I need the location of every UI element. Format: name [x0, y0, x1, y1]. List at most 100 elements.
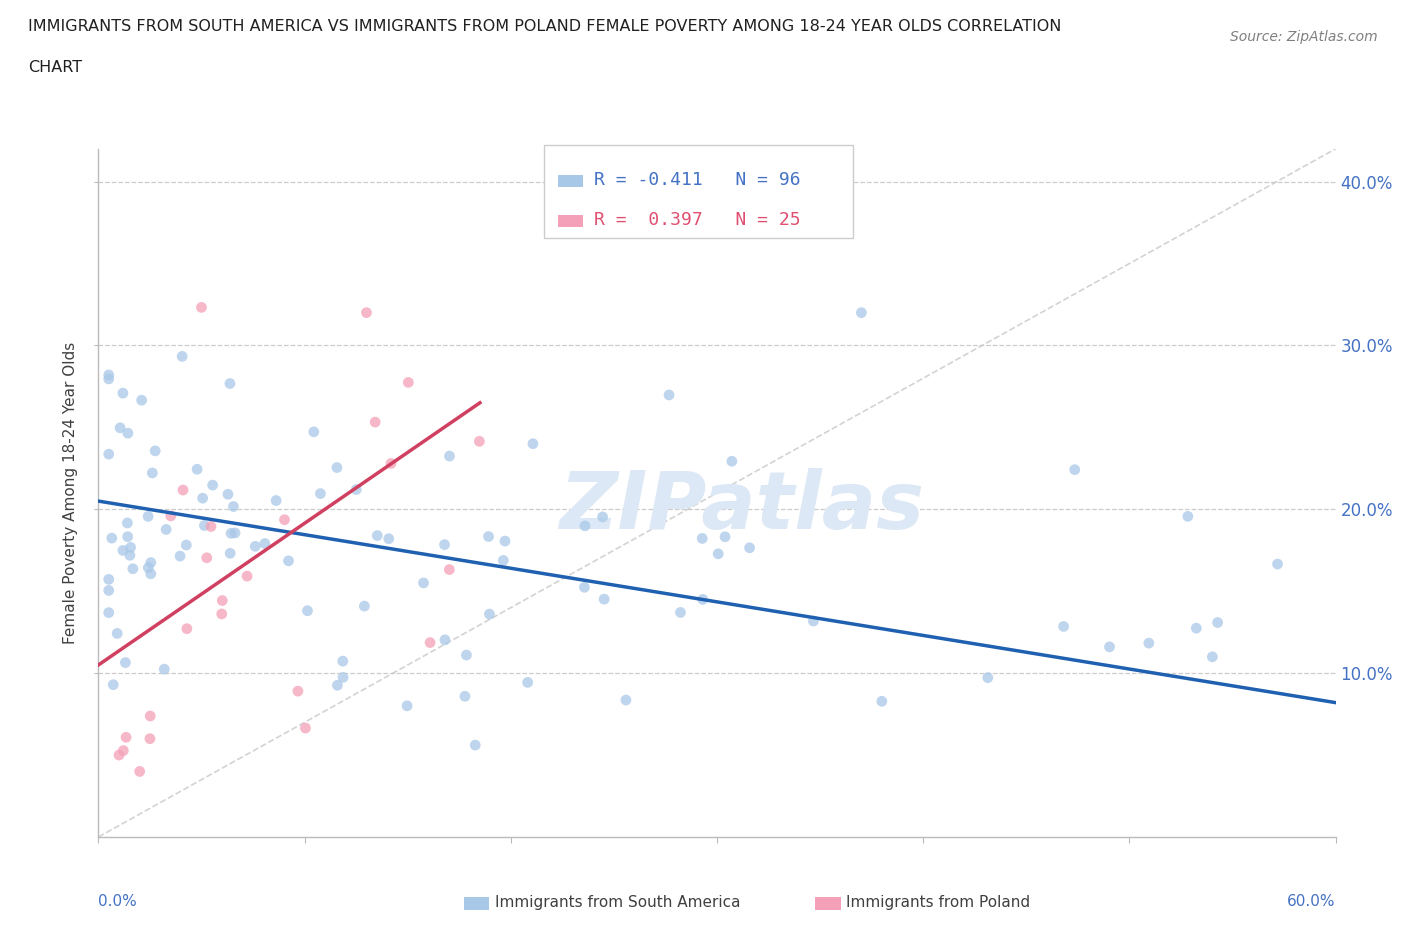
Point [326, 460, 349, 475]
Point [153, 662, 176, 677]
Point [294, 721, 316, 736]
Point [118, 548, 141, 563]
Point [574, 518, 596, 533]
Point [1177, 509, 1199, 524]
Point [219, 525, 242, 540]
Point [287, 684, 309, 698]
Point [302, 424, 325, 439]
Point [690, 531, 713, 546]
Point [468, 434, 491, 449]
Point [1098, 640, 1121, 655]
Point [309, 486, 332, 501]
Point [593, 591, 616, 606]
Point [120, 540, 142, 555]
Point [977, 671, 1000, 685]
Point [219, 376, 242, 391]
Point [136, 509, 159, 524]
Point [377, 531, 399, 546]
Point [253, 536, 276, 551]
Point [1052, 619, 1074, 634]
Point [169, 549, 191, 564]
Point [433, 538, 456, 552]
Point [128, 764, 150, 779]
Text: 60.0%: 60.0% [1288, 895, 1336, 910]
Point [190, 300, 212, 315]
Point [738, 540, 761, 555]
Point [332, 654, 354, 669]
Point [224, 525, 246, 540]
Point [592, 510, 614, 525]
Point [522, 436, 544, 451]
Point [176, 538, 198, 552]
Point [851, 305, 873, 320]
Point [136, 560, 159, 575]
Point [356, 305, 378, 320]
Point [264, 493, 287, 508]
Point [114, 655, 136, 670]
Point [155, 522, 177, 537]
Point [111, 543, 134, 558]
Point [176, 621, 198, 636]
Point [172, 483, 194, 498]
Point [439, 448, 461, 463]
Y-axis label: Female Poverty Among 18-24 Year Olds: Female Poverty Among 18-24 Year Olds [63, 342, 79, 644]
Point [236, 569, 259, 584]
Point [494, 534, 516, 549]
Point [353, 599, 375, 614]
Point [172, 349, 194, 364]
Point [139, 566, 162, 581]
Point [478, 606, 501, 621]
Text: ZIPatlas: ZIPatlas [560, 468, 924, 546]
Point [396, 698, 419, 713]
Text: Source: ZipAtlas.com: Source: ZipAtlas.com [1230, 30, 1378, 44]
Point [803, 614, 825, 629]
Text: Immigrants from South America: Immigrants from South America [495, 895, 741, 910]
Point [721, 454, 744, 469]
Text: 0.0%: 0.0% [98, 895, 138, 910]
Point [714, 529, 737, 544]
Point [439, 562, 461, 577]
Point [1185, 620, 1208, 635]
Point [115, 730, 138, 745]
Text: R =  0.397   N = 25: R = 0.397 N = 25 [595, 211, 801, 229]
Point [108, 420, 131, 435]
Point [200, 519, 222, 534]
Point [97, 446, 120, 461]
Point [159, 509, 181, 524]
Point [141, 466, 163, 481]
Point [191, 491, 214, 506]
Point [97, 367, 120, 382]
Point [1206, 615, 1229, 630]
Point [97, 605, 120, 620]
Point [131, 392, 153, 407]
Point [454, 689, 477, 704]
Point [1201, 649, 1223, 664]
Point [117, 515, 139, 530]
Point [433, 632, 456, 647]
Point [97, 583, 120, 598]
Point [477, 529, 499, 544]
Point [344, 482, 367, 497]
Point [1267, 557, 1289, 572]
Point [574, 579, 596, 594]
Point [97, 371, 120, 386]
Point [219, 546, 242, 561]
Point [139, 709, 162, 724]
Point [222, 499, 245, 514]
Point [396, 375, 419, 390]
Point [122, 562, 145, 577]
Point [139, 555, 162, 570]
Point [364, 415, 387, 430]
Point [97, 572, 120, 587]
Point [456, 647, 478, 662]
Point [326, 678, 349, 693]
Point [139, 731, 162, 746]
Point [245, 538, 267, 553]
Point [117, 426, 139, 441]
Point [277, 553, 299, 568]
Point [143, 444, 166, 458]
Text: Immigrants from Poland: Immigrants from Poland [846, 895, 1031, 910]
Point [870, 694, 893, 709]
Point [297, 604, 319, 618]
Point [366, 528, 388, 543]
